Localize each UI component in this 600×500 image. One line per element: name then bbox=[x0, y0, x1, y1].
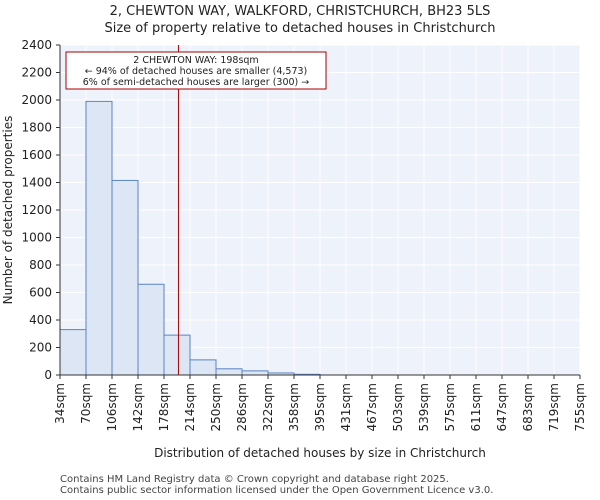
bar bbox=[137, 283, 165, 376]
annotation: 2 CHEWTON WAY: 198sqm← 94% of detached h… bbox=[65, 51, 327, 90]
y-tick-label: 1400 bbox=[21, 176, 52, 190]
annotation-line: 2 CHEWTON WAY: 198sqm bbox=[133, 55, 258, 66]
bar bbox=[215, 368, 243, 376]
x-tick-label: 178sqm bbox=[157, 383, 171, 431]
y-axis-label: Number of detached properties bbox=[1, 116, 15, 305]
bar bbox=[85, 100, 113, 376]
x-tick-label: 683sqm bbox=[521, 383, 535, 431]
bars bbox=[59, 100, 321, 376]
chart-title: 2, CHEWTON WAY, WALKFORD, CHRISTCHURCH, … bbox=[109, 4, 491, 19]
y-tick-label: 200 bbox=[29, 341, 52, 355]
bar bbox=[111, 179, 139, 376]
x-tick-label: 503sqm bbox=[391, 383, 405, 431]
y-tick-label: 2200 bbox=[21, 66, 52, 80]
bar bbox=[163, 334, 191, 376]
x-tick-label: 322sqm bbox=[261, 383, 275, 431]
x-tick-label: 34sqm bbox=[53, 383, 67, 424]
x-tick-label: 575sqm bbox=[443, 383, 457, 431]
x-tick-label: 647sqm bbox=[495, 383, 509, 431]
x-tick-label: 286sqm bbox=[235, 383, 249, 431]
x-axis-label: Distribution of detached houses by size … bbox=[154, 446, 486, 460]
footer-line-1: Contains HM Land Registry data © Crown c… bbox=[60, 474, 449, 485]
y-tick-label: 1600 bbox=[21, 148, 52, 162]
annotation-line: ← 94% of detached houses are smaller (4,… bbox=[85, 66, 308, 77]
x-tick-label: 431sqm bbox=[339, 383, 353, 431]
footer-line-2: Contains public sector information licen… bbox=[60, 485, 494, 496]
x-tick-label: 755sqm bbox=[573, 383, 587, 431]
x-tick-label: 214sqm bbox=[183, 383, 197, 431]
y-tick-label: 1200 bbox=[21, 203, 52, 217]
y-tick-label: 400 bbox=[29, 313, 52, 327]
x-tick-label: 719sqm bbox=[547, 383, 561, 431]
x-tick-label: 358sqm bbox=[287, 383, 301, 431]
y-tick-label: 1000 bbox=[21, 231, 52, 245]
bar bbox=[189, 359, 217, 376]
x-tick-label: 142sqm bbox=[131, 383, 145, 431]
y-tick-label: 2400 bbox=[21, 38, 52, 52]
x-tick-label: 106sqm bbox=[105, 383, 119, 431]
bar bbox=[59, 329, 87, 376]
x-tick-label: 467sqm bbox=[365, 383, 379, 431]
annotation-box bbox=[65, 51, 327, 90]
x-tick-label: 539sqm bbox=[417, 383, 431, 431]
y-tick-labels: 0 200 400 600 800 1000 1200 1400 1600 1800 2000 220… bbox=[21, 38, 60, 382]
y-tick-label: 800 bbox=[29, 258, 52, 272]
y-tick-label: 0 bbox=[44, 368, 52, 382]
x-tick-label: 70sqm bbox=[79, 383, 93, 424]
x-tick-label: 395sqm bbox=[313, 383, 327, 431]
x-tick-label: 611sqm bbox=[469, 383, 483, 431]
y-tick-label: 600 bbox=[29, 286, 52, 300]
annotation-line: 6% of semi-detached houses are larger (3… bbox=[83, 77, 310, 88]
x-tick-label: 250sqm bbox=[209, 383, 223, 431]
x-tick-labels: 34sqm 70sqm 106sqm 142sqm 178sqm 214sqm 250sqm… bbox=[53, 375, 587, 431]
y-tick-label: 2000 bbox=[21, 93, 52, 107]
chart-subtitle: Size of property relative to detached ho… bbox=[104, 21, 496, 36]
bar bbox=[241, 370, 269, 376]
y-tick-label: 1800 bbox=[21, 121, 52, 135]
